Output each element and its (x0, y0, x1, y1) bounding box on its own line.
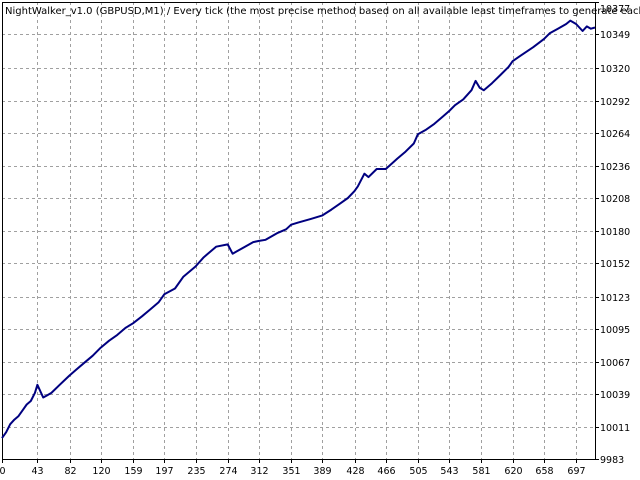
x-tick-label: 543 (440, 466, 458, 477)
x-tick-label: 235 (187, 466, 205, 477)
y-tick-label: 10292 (600, 97, 630, 108)
y-axis: 9983 10011 10039 10067 10095 10123 10152 10180 1… (595, 2, 630, 466)
x-tick-label: 312 (250, 466, 268, 477)
x-tick-label: 658 (535, 466, 553, 477)
y-tick-label: 10236 (600, 162, 630, 173)
y-tick-label: 10123 (600, 293, 630, 304)
x-tick-label: 120 (92, 466, 110, 477)
y-tick-label: 10152 (600, 259, 630, 270)
x-tick-label: 82 (64, 466, 76, 477)
x-tick-label: 43 (31, 466, 43, 477)
y-tick-label: 10208 (600, 194, 630, 205)
x-tick-label: 389 (313, 466, 331, 477)
x-tick-label: 581 (472, 466, 490, 477)
x-axis: 0 43 82 120 159 197 235 274 312 351 389 428 466 505 54… (0, 459, 586, 477)
x-tick-label: 505 (409, 466, 427, 477)
y-tick-label: 10377 (600, 4, 630, 15)
y-tick-label: 10349 (600, 30, 630, 41)
y-tick-label: 9983 (600, 455, 624, 466)
y-tick-label: 10264 (600, 129, 630, 140)
grid (2, 2, 595, 459)
x-tick-label: 274 (219, 466, 237, 477)
chart-title: NightWalker_v1.0 (GBPUSD,M1) / Every tic… (5, 6, 640, 17)
series-line (1, 19, 596, 439)
x-tick-label: 351 (282, 466, 300, 477)
x-tick-label: 697 (567, 466, 585, 477)
x-tick-label: 428 (346, 466, 364, 477)
y-tick-label: 10095 (600, 325, 630, 336)
y-tick-label: 10067 (600, 358, 630, 369)
y-tick-label: 10011 (600, 423, 630, 434)
x-tick-label: 159 (124, 466, 142, 477)
y-tick-label: 10320 (600, 64, 630, 75)
y-tick-label: 10180 (600, 227, 630, 238)
x-tick-label: 620 (504, 466, 522, 477)
x-tick-label: 0 (0, 466, 6, 477)
x-tick-label: 197 (155, 466, 173, 477)
x-tick-label: 466 (377, 466, 395, 477)
y-tick-label: 10039 (600, 390, 630, 401)
